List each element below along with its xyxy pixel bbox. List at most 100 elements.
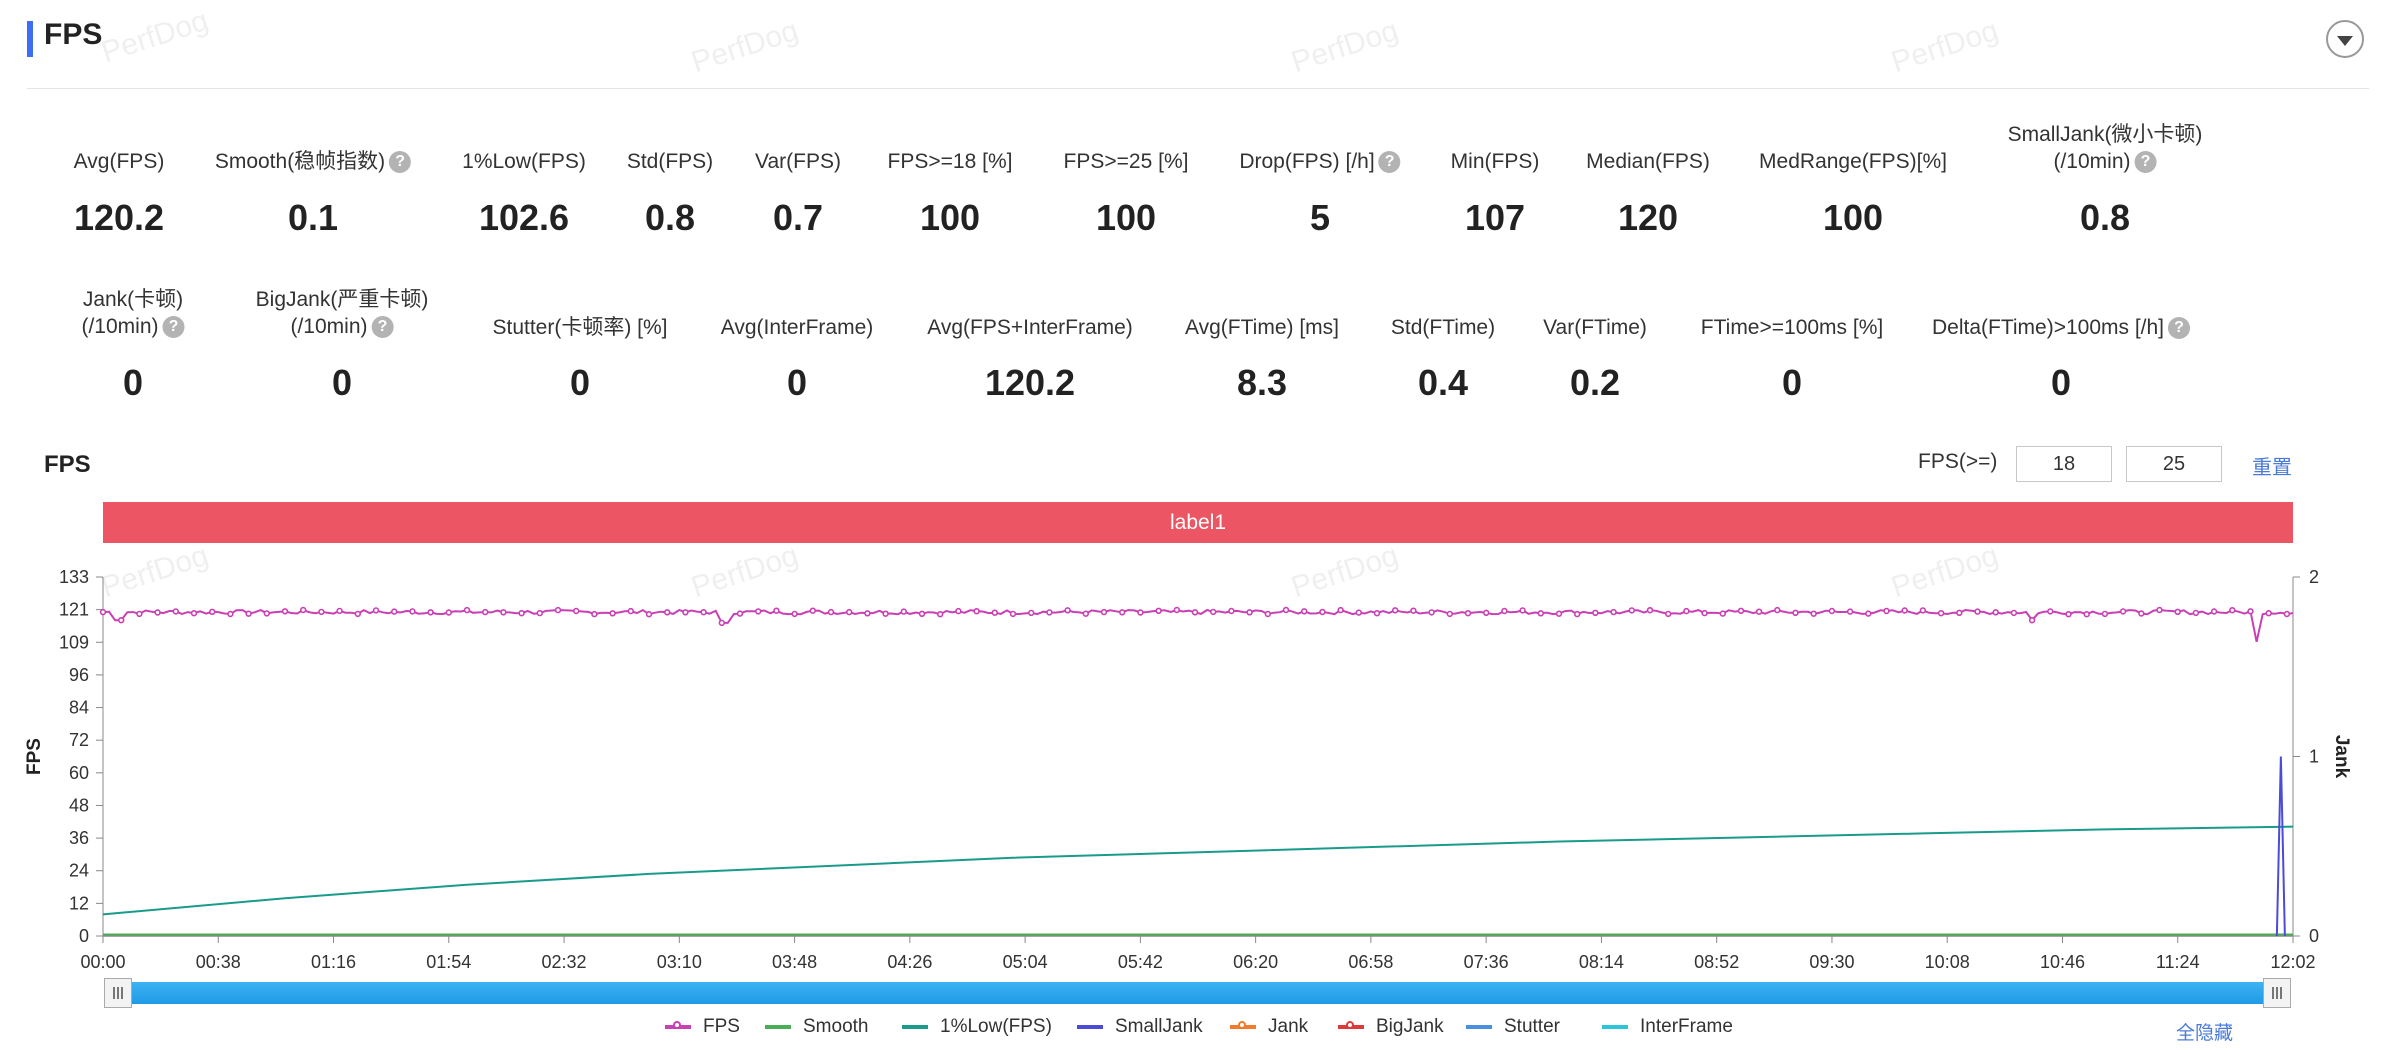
fps-point: [1901, 607, 1908, 614]
time-range-slider[interactable]: [105, 982, 2291, 1004]
fps-point: [336, 607, 343, 615]
fps-point: [773, 607, 780, 614]
metric-value: 5: [1309, 197, 1331, 238]
fps-point: [2156, 606, 2163, 614]
metric-label: Drop(FPS) [/h]: [1239, 150, 1375, 173]
metric-card: BigJank(严重卡顿) (/10min)? 0: [256, 286, 429, 404]
metric-label: Avg(FPS): [73, 150, 165, 173]
y-tick-label: 0: [79, 926, 89, 946]
fps-point: [554, 606, 562, 614]
fps-point: [1009, 610, 1017, 618]
fps-point: [1810, 610, 1817, 617]
fps-point: [955, 607, 962, 615]
metric-label-unit: (/10min): [81, 315, 159, 338]
slider-handle-right[interactable]: [2263, 978, 2291, 1008]
metric-value: 102.6: [478, 197, 570, 238]
fps-point: [1137, 609, 1144, 616]
legend-swatch: [902, 1025, 928, 1029]
metric-value: 0.7: [772, 197, 824, 238]
fps-point: [663, 609, 671, 616]
metric-card: Avg(FPS) 120.2: [74, 148, 165, 239]
fps-point: [2210, 608, 2218, 615]
y-tick-label: 121: [59, 600, 89, 620]
metric-label: FPS>=25 [%]: [1063, 150, 1189, 173]
fps-point: [536, 609, 543, 617]
fps-point: [1755, 608, 1763, 615]
legend-item[interactable]: InterFrame: [1602, 1016, 1733, 1038]
legend-item[interactable]: Smooth: [765, 1016, 868, 1038]
collapse-button[interactable]: [2326, 20, 2364, 58]
fps-point: [318, 608, 325, 616]
header-divider: [27, 88, 2369, 89]
fps-threshold-input-1[interactable]: [2016, 446, 2112, 482]
metric-value: 0: [2050, 362, 2072, 403]
fps-point: [2229, 606, 2236, 614]
metric-card: FPS>=18 [%] 100: [888, 148, 1013, 239]
fps-point: [918, 610, 926, 617]
metric-label: 1%Low(FPS): [462, 150, 586, 173]
fps-point: [1774, 606, 1781, 614]
fps-point: [1646, 606, 1654, 614]
legend-label: SmallJank: [1115, 1016, 1203, 1037]
y-tick-label: 96: [69, 665, 89, 685]
metric-value: 0: [569, 362, 591, 403]
y2-axis-title: Jank: [2331, 735, 2352, 779]
fps-point: [1064, 607, 1071, 614]
metric-value: 120.2: [73, 197, 165, 238]
fps-point: [427, 609, 434, 616]
legend-item[interactable]: SmallJank: [1077, 1016, 1203, 1038]
fps-point: [809, 607, 816, 614]
series-1low-line: [102, 825, 2294, 916]
metric-label: Avg(FPS+InterFrame): [927, 316, 1133, 339]
label-band[interactable]: label1: [103, 502, 2293, 543]
help-icon[interactable]: ?: [162, 316, 185, 339]
reset-button[interactable]: 重置: [2252, 457, 2292, 479]
fps-point: [1391, 607, 1399, 614]
fps-point: [1373, 609, 1381, 617]
metric-value: 0: [331, 362, 353, 403]
fps-point: [391, 608, 398, 615]
legend-item[interactable]: 1%Low(FPS): [902, 1016, 1052, 1038]
help-icon[interactable]: ?: [371, 316, 394, 339]
help-icon[interactable]: ?: [389, 151, 412, 174]
metric-value: 0.2: [1569, 362, 1621, 403]
y-tick-label: 60: [69, 763, 89, 783]
legend-swatch: [1602, 1025, 1628, 1029]
x-tick-label: 04:26: [887, 952, 932, 972]
fps-point: [1027, 609, 1035, 617]
help-icon[interactable]: ?: [1378, 151, 1401, 174]
fps-point: [900, 608, 907, 615]
fps-point: [1300, 608, 1308, 615]
fps-point: [2010, 609, 2018, 617]
fps-point: [1428, 609, 1435, 616]
fps-point: [409, 608, 416, 615]
x-tick-label: 00:38: [196, 952, 241, 972]
fps-point: [354, 610, 361, 618]
fps-point: [190, 609, 198, 617]
fps-point: [1282, 606, 1290, 614]
fps-point: [1919, 607, 1927, 614]
legend-item[interactable]: Jank: [1230, 1016, 1308, 1038]
legend-item[interactable]: BigJank: [1338, 1016, 1444, 1038]
y-axis-title: FPS: [24, 738, 45, 775]
legend-label: InterFrame: [1640, 1016, 1733, 1037]
fps-point: [791, 610, 798, 618]
fps-point: [973, 607, 980, 615]
help-icon[interactable]: ?: [2168, 317, 2191, 340]
metric-value: 0.1: [287, 197, 339, 238]
fps-point: [1446, 610, 1454, 618]
fps-point: [117, 616, 125, 624]
chevron-down-icon: [2337, 36, 2353, 46]
watermark-text: PerfDog: [97, 538, 213, 605]
fps-point: [1974, 608, 1981, 615]
hide-all-button[interactable]: 全隐藏: [2176, 1023, 2234, 1044]
legend-item[interactable]: Stutter: [1466, 1016, 1560, 1038]
help-icon[interactable]: ?: [2134, 151, 2157, 174]
metric-label: MedRange(FPS)[%]: [1759, 150, 1947, 173]
fps-point: [1992, 609, 1999, 616]
metric-value: 107: [1464, 197, 1526, 238]
x-tick-label: 10:08: [1925, 952, 1970, 972]
slider-handle-left[interactable]: [104, 978, 132, 1008]
legend-item[interactable]: FPS: [665, 1016, 740, 1038]
fps-threshold-input-2[interactable]: [2126, 446, 2222, 482]
